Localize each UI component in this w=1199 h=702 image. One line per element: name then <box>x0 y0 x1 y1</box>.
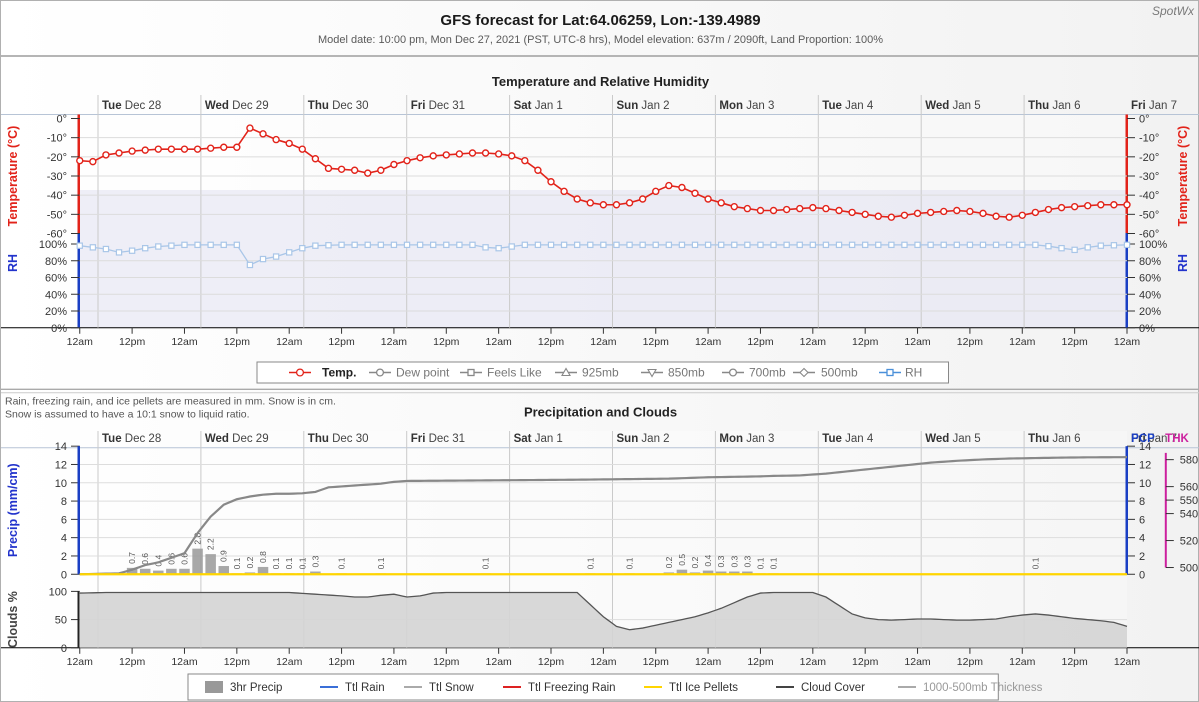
svg-text:4: 4 <box>61 533 67 545</box>
svg-text:0.5: 0.5 <box>677 554 687 566</box>
svg-text:Rain, freezing rain, and ice p: Rain, freezing rain, and ice pellets are… <box>5 395 336 407</box>
svg-text:0.1: 0.1 <box>297 557 307 569</box>
svg-text:0.1: 0.1 <box>769 557 779 569</box>
svg-text:12pm: 12pm <box>747 656 774 668</box>
svg-text:0.1: 0.1 <box>284 557 294 569</box>
svg-text:0.7: 0.7 <box>127 552 137 564</box>
svg-text:Snow is assumed to have a 10:1: Snow is assumed to have a 10:1 snow to l… <box>5 409 250 421</box>
svg-text:12: 12 <box>1139 459 1151 471</box>
svg-text:12am: 12am <box>381 656 408 668</box>
svg-text:Precip (mm/cm): Precip (mm/cm) <box>6 463 20 557</box>
svg-text:12pm: 12pm <box>957 656 984 668</box>
svg-text:12pm: 12pm <box>1062 656 1089 668</box>
svg-text:0.3: 0.3 <box>716 555 726 567</box>
svg-text:12pm: 12pm <box>433 656 460 668</box>
svg-text:Wed Dec 29: Wed Dec 29 <box>205 433 269 445</box>
svg-text:0.1: 0.1 <box>271 557 281 569</box>
svg-text:100: 100 <box>49 586 67 598</box>
svg-text:Clouds %: Clouds % <box>6 591 20 648</box>
svg-text:Sat Jan 1: Sat Jan 1 <box>514 433 563 445</box>
svg-text:4: 4 <box>1139 533 1145 545</box>
svg-text:0.2: 0.2 <box>245 556 255 568</box>
svg-text:10: 10 <box>1139 478 1151 490</box>
svg-text:12am: 12am <box>171 656 198 668</box>
svg-text:0.1: 0.1 <box>232 557 242 569</box>
svg-text:0.1: 0.1 <box>481 557 491 569</box>
svg-text:0.9: 0.9 <box>219 550 229 562</box>
svg-text:12pm: 12pm <box>852 656 879 668</box>
svg-text:Ttl Ice Pellets: Ttl Ice Pellets <box>669 682 738 694</box>
svg-text:Mon Jan 3: Mon Jan 3 <box>719 433 774 445</box>
svg-text:14: 14 <box>55 441 67 453</box>
svg-text:12am: 12am <box>904 656 931 668</box>
svg-text:6: 6 <box>61 514 67 526</box>
svg-text:12am: 12am <box>590 656 617 668</box>
svg-text:12am: 12am <box>800 656 827 668</box>
svg-text:10: 10 <box>55 478 67 490</box>
svg-text:12: 12 <box>55 459 67 471</box>
svg-text:0.8: 0.8 <box>258 551 268 563</box>
svg-text:Tue Dec 28: Tue Dec 28 <box>102 433 161 445</box>
svg-text:0: 0 <box>61 643 67 655</box>
svg-text:3hr Precip: 3hr Precip <box>230 682 282 694</box>
svg-text:0.1: 0.1 <box>755 557 765 569</box>
svg-text:550: 550 <box>1180 495 1198 507</box>
svg-text:8: 8 <box>1139 496 1145 508</box>
svg-text:Ttl Rain: Ttl Rain <box>345 682 385 694</box>
svg-text:0: 0 <box>1139 569 1145 581</box>
svg-text:540: 540 <box>1180 509 1198 521</box>
svg-text:12am: 12am <box>67 656 94 668</box>
svg-text:2.2: 2.2 <box>206 538 216 550</box>
svg-text:0.1: 0.1 <box>585 557 595 569</box>
svg-text:Tue Jan 4: Tue Jan 4 <box>822 433 874 445</box>
svg-text:Ttl Freezing Rain: Ttl Freezing Rain <box>528 682 616 694</box>
svg-text:0.2: 0.2 <box>690 556 700 568</box>
svg-text:Precipitation and Clouds: Precipitation and Clouds <box>524 405 677 420</box>
svg-text:12pm: 12pm <box>643 656 670 668</box>
svg-text:THK: THK <box>1165 433 1189 445</box>
svg-text:0.6: 0.6 <box>140 553 150 565</box>
svg-text:8: 8 <box>61 496 67 508</box>
svg-text:2: 2 <box>61 551 67 563</box>
svg-text:2: 2 <box>1139 551 1145 563</box>
svg-text:Cloud Cover: Cloud Cover <box>801 682 865 694</box>
svg-text:0.3: 0.3 <box>742 555 752 567</box>
svg-text:12am: 12am <box>486 656 513 668</box>
svg-text:12pm: 12pm <box>119 656 146 668</box>
svg-text:0.1: 0.1 <box>1030 557 1040 569</box>
svg-text:0.1: 0.1 <box>376 557 386 569</box>
svg-text:0.2: 0.2 <box>664 556 674 568</box>
svg-text:12am: 12am <box>1009 656 1036 668</box>
svg-text:50: 50 <box>55 615 67 627</box>
svg-text:500: 500 <box>1180 563 1198 575</box>
svg-text:0.3: 0.3 <box>729 555 739 567</box>
svg-text:Thu Jan 6: Thu Jan 6 <box>1028 433 1080 445</box>
svg-text:6: 6 <box>1139 514 1145 526</box>
svg-text:520: 520 <box>1180 536 1198 548</box>
svg-text:1000-500mb Thickness: 1000-500mb Thickness <box>923 682 1043 694</box>
svg-text:0.1: 0.1 <box>337 557 347 569</box>
svg-text:12am: 12am <box>1114 656 1141 668</box>
svg-text:12pm: 12pm <box>224 656 251 668</box>
svg-text:12am: 12am <box>695 656 722 668</box>
svg-text:Wed Jan 5: Wed Jan 5 <box>925 433 980 445</box>
svg-text:12pm: 12pm <box>328 656 355 668</box>
svg-text:580: 580 <box>1180 455 1198 467</box>
svg-text:0: 0 <box>61 569 67 581</box>
svg-text:12am: 12am <box>276 656 303 668</box>
svg-text:0.4: 0.4 <box>703 555 713 567</box>
svg-text:0.1: 0.1 <box>625 557 635 569</box>
svg-text:Sun Jan 2: Sun Jan 2 <box>617 433 670 445</box>
svg-text:560: 560 <box>1180 482 1198 494</box>
svg-text:Ttl Snow: Ttl Snow <box>429 682 474 694</box>
svg-text:12pm: 12pm <box>538 656 565 668</box>
svg-text:Thu Dec 30: Thu Dec 30 <box>308 433 369 445</box>
svg-text:0.3: 0.3 <box>310 555 320 567</box>
svg-text:PCP: PCP <box>1131 433 1155 445</box>
svg-text:Fri Dec 31: Fri Dec 31 <box>411 433 465 445</box>
